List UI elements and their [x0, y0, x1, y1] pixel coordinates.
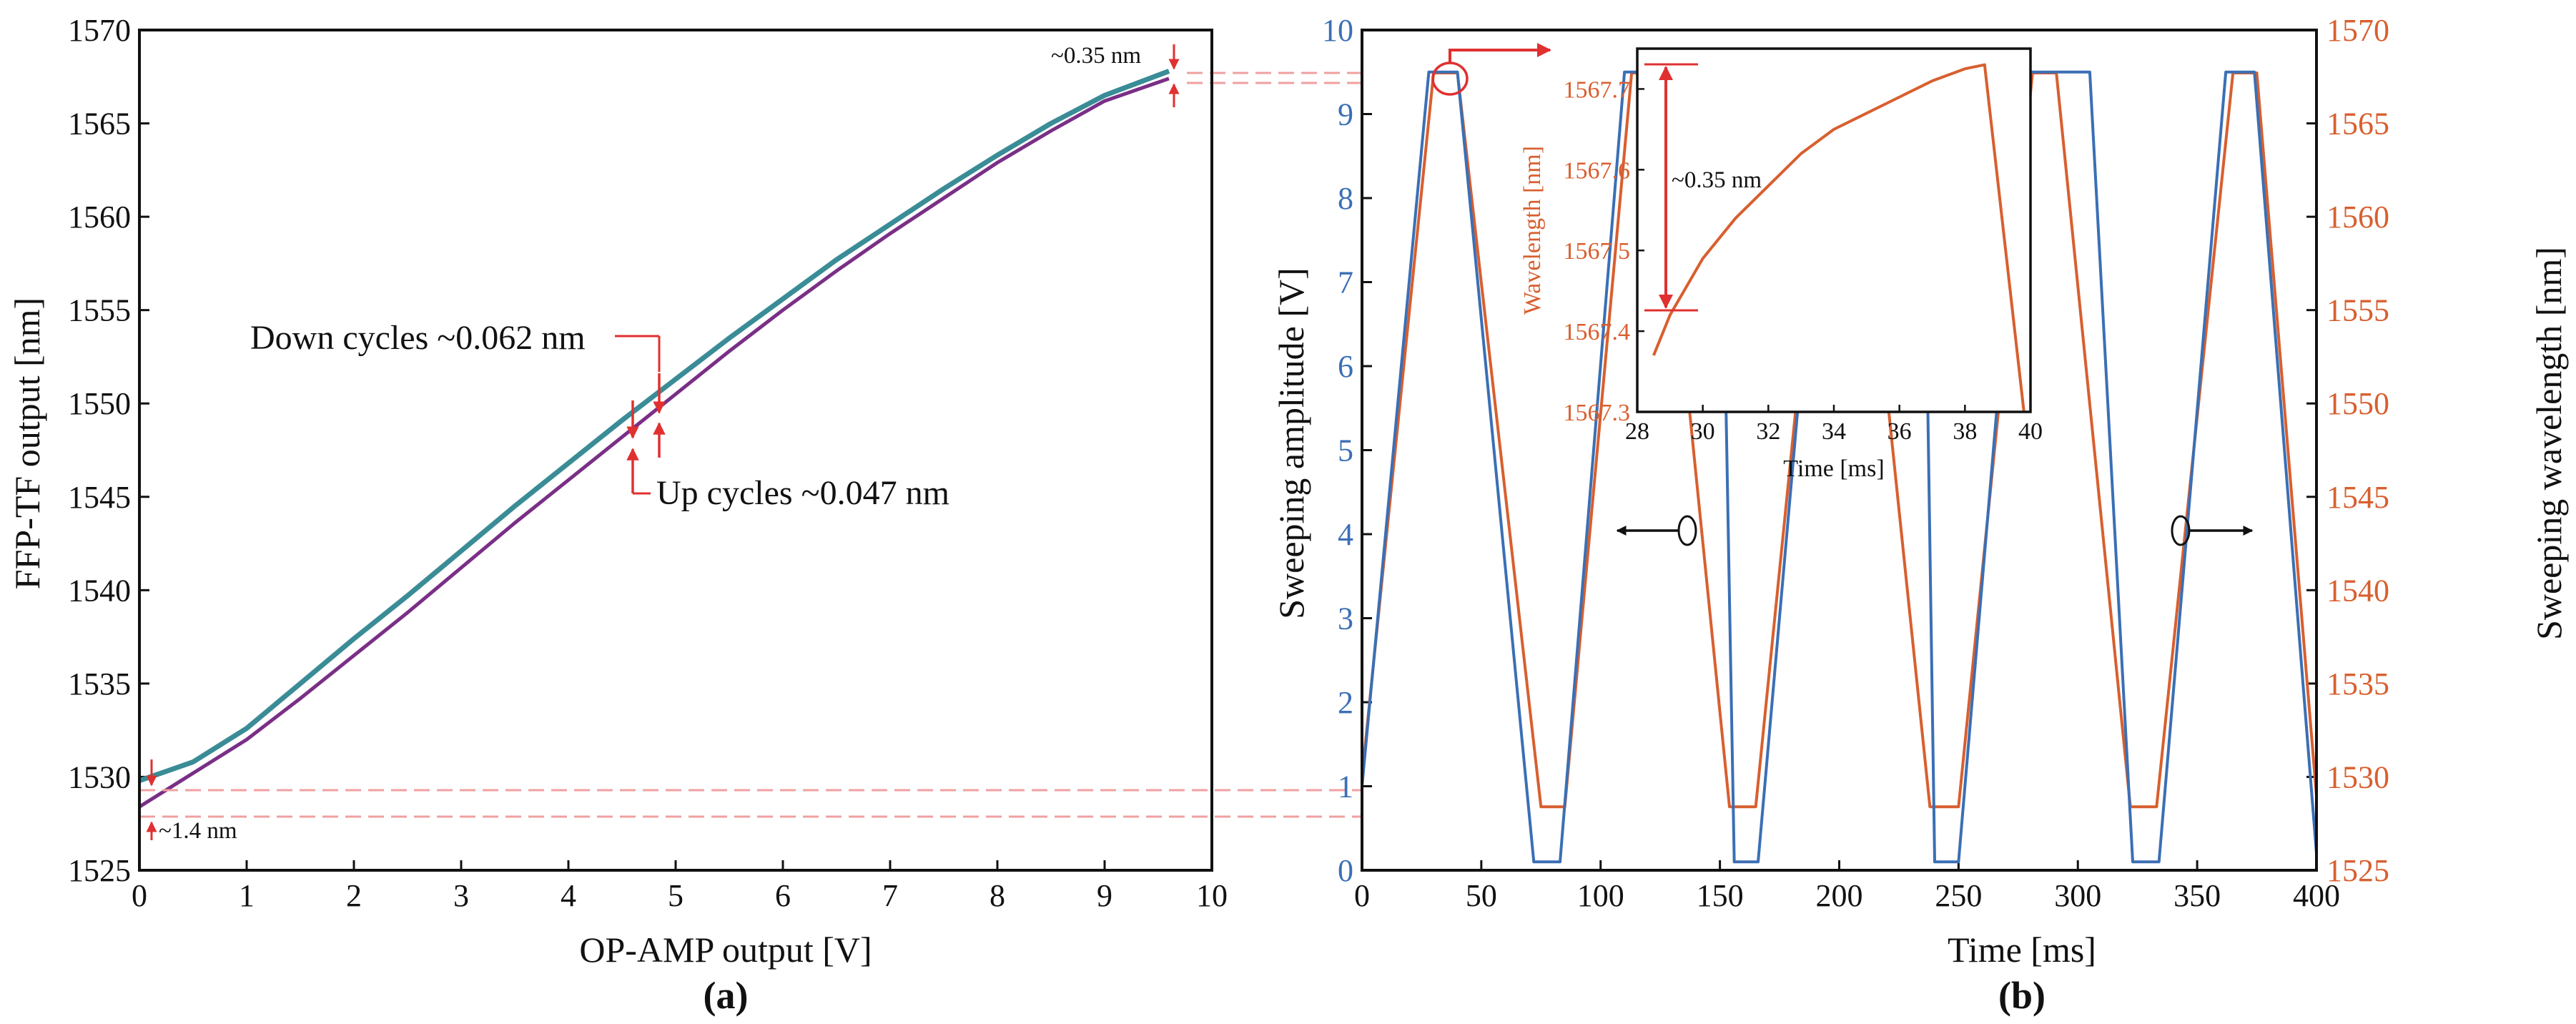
zoom-link-arrow [1449, 43, 1551, 63]
a-xtick-label: 10 [1196, 878, 1228, 913]
b-ytick-right-label: 1560 [2326, 200, 2389, 235]
zoom-circle-marker [1431, 61, 1469, 96]
b-ytick-left-label: 2 [1338, 685, 1353, 720]
a-xtick-label: 9 [1097, 878, 1112, 913]
a-ytick-label: 1565 [68, 107, 131, 142]
inset-background [1637, 49, 2030, 412]
up-cycles-label: Up cycles ~0.047 nm [656, 474, 949, 512]
b-xtick-label: 50 [1466, 878, 1497, 913]
panel-a-frame [138, 29, 1213, 872]
b-ytick-left-label: 7 [1338, 265, 1353, 300]
a-xtick-label: 5 [668, 878, 684, 913]
b-ytick-left-label: 1 [1338, 769, 1353, 804]
inset-wavelength-line [1652, 63, 2025, 413]
b-ytick-right-label: 1530 [2326, 759, 2389, 794]
panel-a-xlabel: OP-AMP output [V] [579, 930, 872, 970]
a-ytick-label: 1540 [68, 573, 131, 608]
a-xtick-label: 0 [132, 878, 147, 913]
a-xtick-label: 1 [239, 878, 255, 913]
down-cycles-line [138, 69, 1170, 783]
a-ytick-label: 1555 [68, 293, 131, 328]
b-xtick-label: 100 [1577, 878, 1624, 913]
up-cycles-line [138, 77, 1170, 809]
panel-b-label: (b) [1998, 974, 2045, 1017]
inset-ylabel: Wavelength [nm] [1519, 146, 1546, 315]
b-ytick-left-label: 9 [1338, 97, 1353, 132]
inset-frame [1636, 47, 2032, 413]
b-ytick-left-label: 6 [1338, 349, 1353, 384]
a-ytick-label: 1570 [68, 13, 131, 48]
inset-xtick-label: 34 [1822, 418, 1846, 445]
b-xtick-label: 350 [2173, 878, 2221, 913]
b-xtick-label: 300 [2054, 878, 2101, 913]
panel-b-xlabel: Time [ms] [1948, 930, 2096, 970]
inset-ytick-label: 1567.5 [1564, 238, 1631, 265]
panel-b-chart: 0 50 100 150 200 250 300 350 4000123456789101525… [1271, 13, 2569, 1017]
panel-a-ylabel: FFP-TF output [nm] [7, 297, 47, 589]
inset-ytick-label: 1567.3 [1564, 400, 1631, 426]
b-xtick-label: 200 [1816, 878, 1863, 913]
inset-xtick-label: 28 [1625, 418, 1649, 445]
inset-chart: 28 30 32 34 36 38 40 1567.3 1567.4 1567.5 1567.6 15… [1519, 47, 2043, 482]
b-ytick-right-label: 1565 [2326, 107, 2389, 142]
b-ytick-left-label: 3 [1338, 601, 1353, 636]
b-ytick-right-label: 1525 [2326, 853, 2389, 888]
a-ytick-label: 1560 [68, 200, 131, 235]
left-axis-ring [1677, 515, 1697, 546]
panel-b-ylabel-left: Sweeping amplitude [V] [1271, 267, 1311, 619]
panel-b-ticks: 0 50 100 150 200 250 300 350 4000123456789101525… [1322, 13, 2389, 913]
b-ytick-right-label: 1535 [2326, 666, 2389, 701]
panel-a-label: (a) [704, 974, 749, 1017]
a-xtick-label: 2 [346, 878, 362, 913]
inset-ytick-label: 1567.6 [1564, 157, 1631, 184]
b-xtick-label: 150 [1697, 878, 1744, 913]
top-delta-label: ~0.35 nm [1051, 43, 1141, 69]
b-ytick-right-label: 1555 [2326, 293, 2389, 328]
inset-ytick-label: 1567.7 [1564, 77, 1631, 103]
a-xtick-label: 3 [453, 878, 469, 913]
inset-xtick-label: 36 [1887, 418, 1912, 445]
a-ytick-label: 1525 [68, 853, 131, 888]
panel-a-chart: 0 1 2 3 4 5 6 7 8 9 101525153015351540154515501555… [7, 13, 1362, 1017]
b-ytick-left-label: 8 [1338, 181, 1353, 216]
panel-b-frame [1361, 29, 2318, 872]
bottom-delta-label: ~1.4 nm [159, 818, 237, 844]
inset-delta-label: ~0.35 nm [1672, 167, 1762, 193]
b-xtick-label: 0 [1354, 878, 1370, 913]
a-xtick-label: 6 [775, 878, 791, 913]
b-ytick-left-label: 4 [1338, 517, 1353, 552]
a-ytick-label: 1535 [68, 666, 131, 701]
inset-xtick-label: 32 [1756, 418, 1780, 445]
b-ytick-right-label: 1570 [2326, 13, 2389, 48]
inset-xlabel: Time [ms] [1783, 456, 1884, 482]
panel-b-ylabel-right: Sweeping wavelength [nm] [2529, 247, 2569, 640]
inset-series [1652, 63, 2025, 413]
a-xtick-label: 4 [561, 878, 576, 913]
a-ytick-label: 1545 [68, 480, 131, 515]
b-ytick-right-label: 1550 [2326, 386, 2389, 421]
b-ytick-left-label: 0 [1338, 853, 1353, 888]
down-cycles-label: Down cycles ~0.062 nm [250, 319, 586, 357]
inset-ytick-label: 1567.4 [1564, 319, 1631, 345]
inset-xtick-label: 40 [2018, 418, 2043, 445]
b-ytick-left-label: 5 [1338, 433, 1353, 468]
inset-xtick-label: 38 [1953, 418, 1977, 445]
b-ytick-right-label: 1540 [2326, 573, 2389, 608]
b-xtick-label: 400 [2293, 878, 2340, 913]
b-ytick-left-label: 10 [1322, 13, 1353, 48]
panel-a-ticks: 0 1 2 3 4 5 6 7 8 9 10 1525 1530 1535 1540 1545 1550 1555… [68, 13, 1228, 913]
b-xtick-label: 250 [1935, 878, 1982, 913]
a-ytick-label: 1530 [68, 759, 131, 794]
inset-ticks: 28 30 32 34 36 38 40 1567.3 1567.4 1567.5 1567.6 15… [1564, 77, 2043, 445]
a-xtick-label: 8 [990, 878, 1005, 913]
panel-a-series [138, 69, 1170, 809]
inset-xtick-label: 30 [1691, 418, 1715, 445]
b-ytick-right-label: 1545 [2326, 480, 2389, 515]
a-ytick-label: 1550 [68, 386, 131, 421]
a-xtick-label: 7 [882, 878, 898, 913]
